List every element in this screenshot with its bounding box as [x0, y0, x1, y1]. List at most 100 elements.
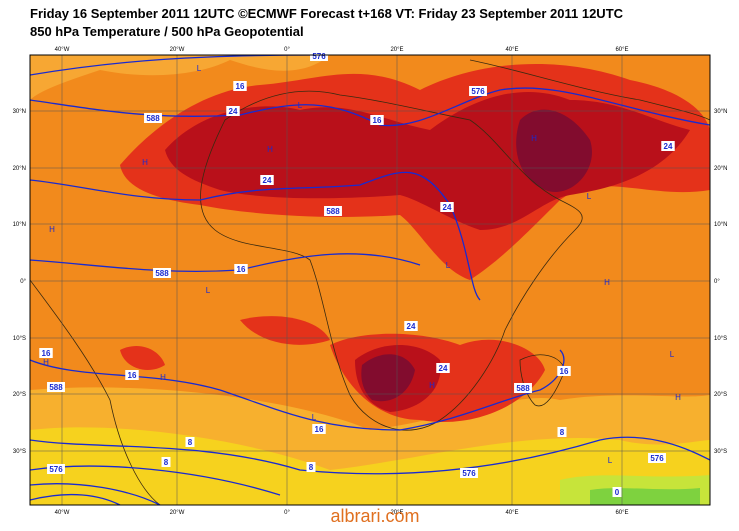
lon-label: 60°E: [615, 47, 628, 53]
watermark: albrari.com: [330, 506, 419, 526]
lat-label: 10°S: [714, 336, 727, 342]
contour-label: 16: [373, 116, 382, 125]
pressure-center: H: [49, 225, 55, 234]
lon-label: 40°W: [55, 47, 70, 53]
contour-label-box: [185, 437, 195, 447]
contour-label-box: [39, 348, 53, 358]
pressure-center: L: [298, 101, 303, 110]
lon-label: 20°E: [390, 47, 403, 53]
lat-label: 20°N: [714, 166, 727, 172]
contour-label: 576: [49, 465, 63, 474]
lat-label: 20°N: [13, 166, 26, 172]
pressure-center: H: [142, 158, 148, 167]
pressure-center: H: [267, 145, 273, 154]
contour-label-box: [648, 453, 666, 463]
contour-label-box: [557, 366, 571, 376]
contour-label: 576: [312, 52, 326, 61]
contour-label-box: [612, 487, 622, 497]
lon-label: 20°W: [170, 510, 185, 516]
contour-label: 16: [128, 371, 137, 380]
contour-label-box: [234, 264, 248, 274]
contour-label: 8: [188, 438, 193, 447]
contour-label-box: [125, 370, 139, 380]
pressure-center: L: [446, 261, 451, 270]
contour-label-box: [47, 464, 65, 474]
contour-label: 588: [326, 207, 340, 216]
pressure-center: H: [429, 381, 435, 390]
contour-label-box: [144, 113, 162, 123]
contour-label: 8: [309, 463, 314, 472]
contour-label: 8: [560, 428, 565, 437]
contour-label: 588: [49, 383, 63, 392]
contour-label-box: [310, 51, 328, 61]
map-frame: [29, 54, 711, 506]
lon-label: 0°: [284, 47, 290, 53]
contour-label: 24: [407, 322, 416, 331]
contour-label: 0: [615, 488, 620, 497]
lon-label: 0°: [284, 510, 290, 516]
coastlines: [30, 59, 710, 505]
contour-label: 576: [462, 469, 476, 478]
contour-label-box: [161, 457, 171, 467]
contour-label-box: [469, 86, 487, 96]
lat-label: 30°N: [13, 109, 26, 115]
lat-label: 30°S: [714, 449, 727, 455]
contour-label: 24: [439, 364, 448, 373]
pressure-center: L: [312, 413, 317, 422]
contour-label: 16: [237, 265, 246, 274]
lat-label: 30°S: [13, 449, 26, 455]
pressure-center: L: [197, 64, 202, 73]
lat-label: 20°S: [13, 392, 26, 398]
contour-label-box: [557, 427, 567, 437]
pressure-center: L: [587, 192, 592, 201]
contour-label: 588: [155, 269, 169, 278]
contour-label: 16: [236, 82, 245, 91]
contour-label: 576: [650, 454, 664, 463]
lon-label: 20°E: [390, 510, 403, 516]
contour-label-box: [370, 115, 384, 125]
contour-label-box: [440, 202, 454, 212]
contour-label-box: [436, 363, 450, 373]
contour-label-box: [153, 268, 171, 278]
contour-label-box: [226, 106, 240, 116]
contour-label-box: [233, 81, 247, 91]
pressure-center: H: [604, 278, 610, 287]
contour-label: 588: [516, 384, 530, 393]
contour-label-box: [324, 206, 342, 216]
contour-label: 16: [42, 349, 51, 358]
contour-label-box: [514, 383, 532, 393]
lat-label: 30°N: [714, 109, 727, 115]
contour-label: 24: [263, 176, 272, 185]
pressure-center: H: [160, 373, 166, 382]
lon-label: 40°E: [505, 47, 518, 53]
pressure-center: H: [531, 134, 537, 143]
pressure-center: L: [206, 286, 211, 295]
lon-label: 40°E: [505, 510, 518, 516]
contour-label-box: [661, 141, 675, 151]
subtitle: 850 hPa Temperature / 500 hPa Geopotenti…: [30, 24, 304, 39]
contour-label-box: [260, 175, 274, 185]
lat-label: 10°N: [714, 222, 727, 228]
temperature-field: [30, 55, 710, 505]
contour-label-box: [460, 468, 478, 478]
contour-label: 8: [164, 458, 169, 467]
pressure-center: L: [670, 350, 675, 359]
lat-label: 0°: [20, 279, 26, 285]
contour-label: 24: [443, 203, 452, 212]
contour-label: 588: [146, 114, 160, 123]
lat-label: 10°S: [13, 336, 26, 342]
pressure-center: H: [43, 358, 49, 367]
lat-label: 10°N: [13, 222, 26, 228]
contour-label-box: [312, 424, 326, 434]
contour-label-box: [47, 382, 65, 392]
lon-label: 20°W: [170, 47, 185, 53]
contour-label: 16: [560, 367, 569, 376]
contour-label: 576: [471, 87, 485, 96]
title: Friday 16 September 2011 12UTC ©ECMWF Fo…: [30, 6, 624, 21]
contour-label: 24: [229, 107, 238, 116]
pressure-center: H: [675, 393, 681, 402]
pressure-center: L: [608, 456, 613, 465]
contour-label: 16: [315, 425, 324, 434]
map-labels: 40°W 40°W 20°W 20°W 0° 0° 20°E 20°E 40°E 40°E 60°E…: [13, 47, 728, 516]
